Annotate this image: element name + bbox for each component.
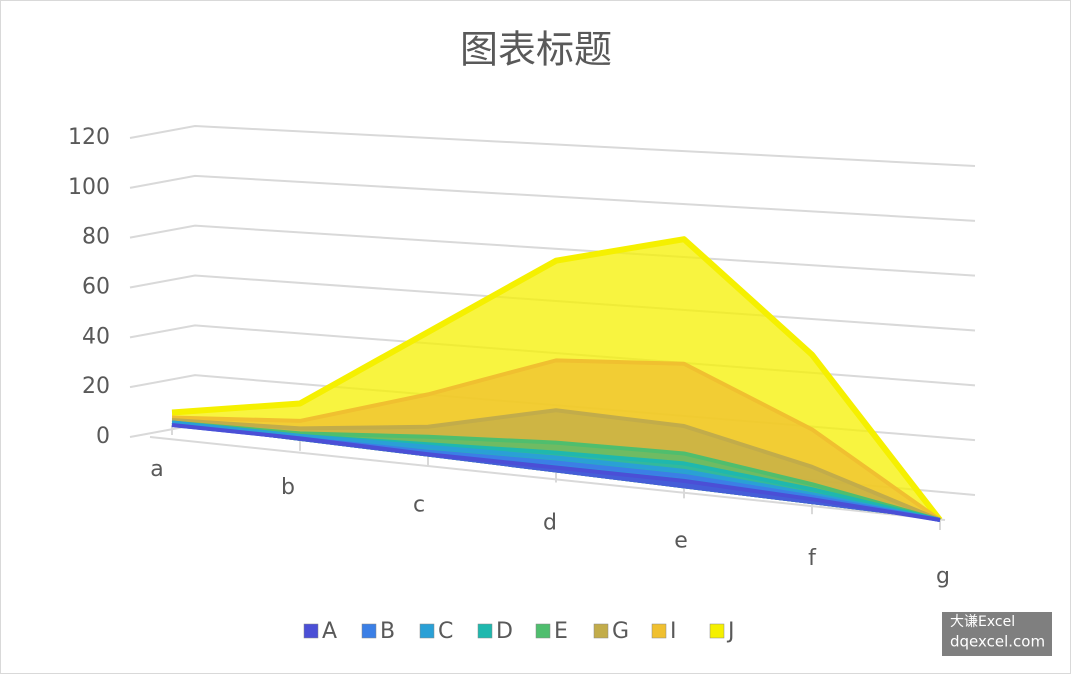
area-line <box>171 408 941 522</box>
x-tick-label: g <box>936 564 950 589</box>
legend-swatch <box>361 623 377 639</box>
watermark: 大谦Excel dqexcel.com <box>942 612 1052 656</box>
y-tick-label: 100 <box>68 175 110 200</box>
watermark-text: 大谦Excel <box>950 614 1015 630</box>
grid-line <box>129 174 976 222</box>
area-line <box>171 420 941 522</box>
legend-label: A <box>322 619 337 644</box>
legend-label: I <box>670 619 677 644</box>
x-tick-label: a <box>150 457 163 482</box>
legend-label: D <box>496 619 513 644</box>
area-line <box>171 420 941 522</box>
area-line <box>171 358 942 522</box>
x-tick-label: e <box>674 528 688 553</box>
y-tick-label: 80 <box>82 225 110 250</box>
legend-swatch <box>303 623 319 639</box>
x-tick-label: b <box>281 475 295 500</box>
legend-swatch <box>651 623 667 639</box>
legend-label: B <box>380 619 395 644</box>
legend-label: C <box>438 619 453 644</box>
y-tick-label: 0 <box>96 424 110 449</box>
x-tick-label: d <box>543 511 557 536</box>
legend-swatch <box>593 623 609 639</box>
y-tick-label: 60 <box>82 275 110 300</box>
legend-label: J <box>726 619 735 644</box>
area-fill <box>172 425 940 520</box>
legend-swatch <box>477 623 493 639</box>
legend-swatch <box>535 623 551 639</box>
watermark-box <box>942 612 1052 656</box>
legend-label: E <box>554 619 568 644</box>
legend-swatch <box>419 623 435 639</box>
chart-title: 图表标题 <box>460 28 612 72</box>
legend-swatch <box>709 623 725 639</box>
y-tick-label: 20 <box>82 374 110 399</box>
x-tick-label: f <box>808 546 817 571</box>
y-tick-label: 40 <box>82 324 110 349</box>
area-line <box>171 236 943 522</box>
grid-line <box>129 224 976 277</box>
grid-line <box>129 124 976 167</box>
x-tick-label: c <box>413 493 425 518</box>
legend-label: G <box>612 619 629 644</box>
area-line <box>171 423 941 522</box>
y-tick-label: 120 <box>68 125 110 150</box>
watermark-text: dqexcel.com <box>950 633 1045 651</box>
